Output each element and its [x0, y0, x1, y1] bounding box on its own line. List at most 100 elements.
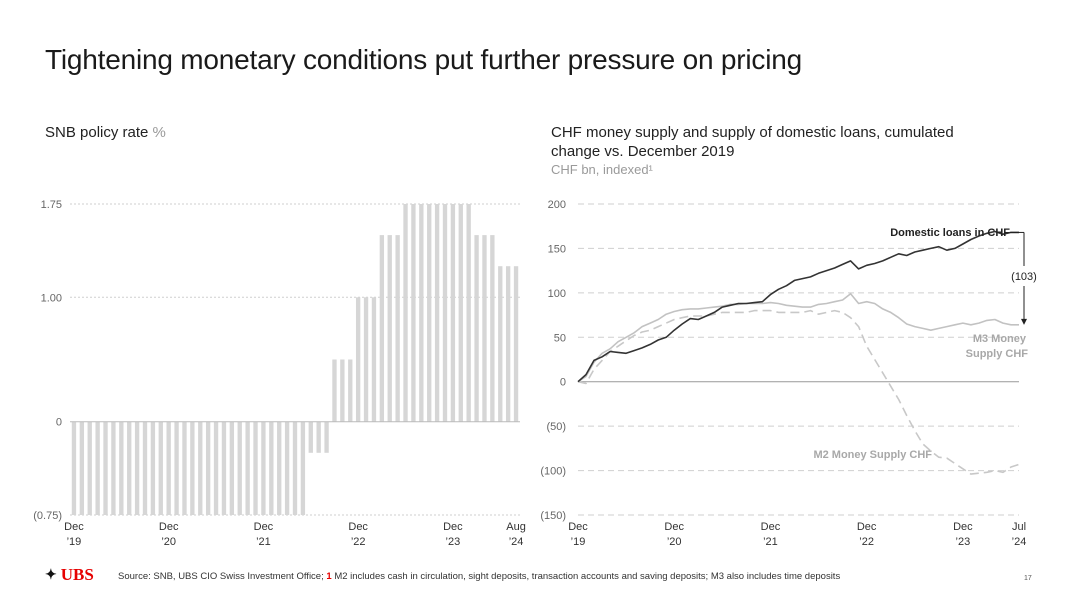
page-number: 17 [1024, 575, 1032, 582]
x-tick-label: Dec [664, 521, 684, 533]
right-chart-unit: CHF bn, indexed¹ [551, 162, 653, 177]
x-tick-label: Aug [506, 521, 526, 533]
right-chart-title-line2: change vs. December 2019 [551, 143, 735, 160]
footnote-marker: 1 [326, 571, 332, 582]
right-chart-title-line1: CHF money supply and supply of domestic … [551, 124, 954, 141]
bar [150, 421, 156, 515]
bar [458, 204, 463, 422]
bar [111, 421, 116, 515]
x-tick-label: ’21 [763, 536, 778, 548]
logo-text: UBS [60, 565, 94, 584]
bar [292, 421, 298, 515]
x-tick-label: Dec [443, 521, 463, 533]
bar [355, 297, 361, 422]
bar [213, 421, 219, 515]
bar [490, 235, 495, 422]
bar [253, 421, 258, 515]
page-title: Tightening monetary conditions put furth… [45, 44, 802, 75]
bar [316, 421, 321, 453]
bar [95, 421, 100, 515]
bar [127, 421, 132, 515]
bar [134, 421, 140, 515]
x-tick-label: ’23 [956, 536, 971, 548]
right-chart-title: CHF money supply and supply of domestic … [551, 123, 954, 161]
footnote-text: M2 includes cash in circulation, sight d… [334, 571, 841, 582]
annotation-gap-label: (103) [1011, 271, 1037, 283]
bar [103, 421, 108, 515]
footnote-prefix: Source: SNB, UBS CIO Swiss Investment Of… [118, 571, 324, 582]
bar [403, 204, 408, 422]
bar [434, 204, 440, 422]
series-label-domestic-loans: Domestic loans in CHF [890, 227, 1010, 239]
bar [513, 266, 519, 422]
bar [363, 297, 369, 422]
left-chart-unit: % [152, 124, 166, 141]
bar [277, 421, 282, 515]
y-tick-label: (100) [540, 466, 566, 478]
bar [198, 421, 203, 515]
x-tick-label: ’20 [667, 536, 682, 548]
bar [182, 421, 187, 515]
y-tick-label: 150 [548, 243, 566, 255]
bar [419, 204, 424, 422]
bar [427, 204, 432, 422]
bar [229, 421, 235, 515]
x-tick-label: ’23 [446, 536, 461, 548]
y-tick-label: 50 [554, 332, 566, 344]
bar [87, 421, 92, 515]
bar [71, 421, 77, 515]
bar [395, 235, 400, 422]
bar [237, 421, 242, 515]
x-tick-label: Dec [857, 521, 877, 533]
x-tick-label: Dec [953, 521, 973, 533]
x-tick-label: ’19 [571, 536, 586, 548]
bar [466, 204, 471, 422]
x-tick-label: ’24 [509, 536, 524, 548]
x-tick-label: Dec [348, 521, 368, 533]
arrow-head-icon [1021, 318, 1027, 325]
y-tick-label: (150) [540, 510, 566, 522]
bar [450, 204, 456, 422]
bar [505, 266, 511, 422]
bar [482, 235, 487, 422]
series-line-m3-money-supply-chf [577, 292, 1019, 383]
bar [300, 421, 306, 515]
bar [245, 421, 250, 515]
x-tick-label: ’22 [351, 536, 366, 548]
bar [205, 421, 211, 515]
bar [498, 266, 503, 422]
bar [411, 204, 416, 422]
bar [474, 235, 479, 422]
y-tick-label: 0 [56, 417, 62, 429]
bar [142, 421, 148, 515]
y-tick-label: 1.75 [41, 199, 62, 211]
y-tick-label: 0 [560, 377, 566, 389]
bar [332, 359, 337, 422]
x-tick-label: Dec [64, 521, 84, 533]
x-tick-label: Dec [761, 521, 781, 533]
bar [379, 235, 385, 422]
bar [166, 421, 171, 515]
y-tick-label: 1.00 [41, 292, 62, 304]
y-tick-label: 100 [548, 288, 566, 300]
bar [79, 421, 85, 515]
x-tick-label: ’19 [67, 536, 82, 548]
bar [261, 421, 266, 515]
y-tick-label: (0.75) [33, 510, 62, 522]
y-tick-label: 200 [548, 199, 566, 211]
left-chart-title-text: SNB policy rate [45, 124, 149, 141]
x-tick-label: ’24 [1012, 536, 1027, 548]
series-label-m3: M3 Money [973, 333, 1027, 345]
bar [324, 421, 329, 453]
keys-icon: ✦ [45, 567, 57, 583]
x-tick-label: Dec [254, 521, 274, 533]
bar [308, 421, 313, 453]
series-line-domestic-loans-in-chf [577, 230, 1019, 383]
bar [158, 421, 163, 515]
bar [190, 421, 195, 515]
source-footnote: Source: SNB, UBS CIO Swiss Investment Of… [118, 571, 840, 582]
bar [284, 421, 290, 515]
x-tick-label: Dec [159, 521, 179, 533]
